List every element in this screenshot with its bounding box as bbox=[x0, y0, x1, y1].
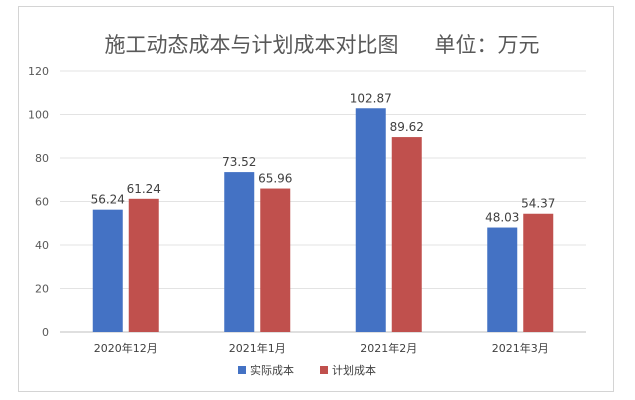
chart-title-text: 施工动态成本与计划成本对比图 bbox=[105, 33, 399, 57]
data-label: 48.03 bbox=[485, 211, 519, 225]
data-label: 54.37 bbox=[521, 197, 555, 211]
data-label: 102.87 bbox=[350, 91, 392, 105]
bar-actual bbox=[487, 227, 518, 332]
y-tick-label: 100 bbox=[28, 109, 49, 122]
chart-title: 施工动态成本与计划成本对比图 单位：万元 bbox=[105, 33, 540, 57]
data-label: 65.96 bbox=[258, 172, 292, 186]
legend-swatch bbox=[238, 366, 246, 374]
x-axis-categories: 2020年12月 2021年1月 2021年2月 2021年3月 bbox=[94, 341, 549, 355]
bars bbox=[92, 108, 554, 332]
y-tick-label: 80 bbox=[35, 152, 49, 165]
y-tick-label: 120 bbox=[28, 65, 49, 78]
data-label: 89.62 bbox=[390, 120, 424, 134]
bar-actual bbox=[92, 209, 123, 332]
unit-label: 单位：万元 bbox=[435, 33, 540, 57]
legend: 实际成本 计划成本 bbox=[238, 363, 376, 377]
y-axis-ticks: 0 20 40 60 80 100 120 bbox=[28, 65, 49, 339]
x-category-label: 2021年3月 bbox=[492, 341, 549, 355]
bar-actual bbox=[224, 172, 255, 332]
y-tick-label: 20 bbox=[35, 283, 49, 296]
y-tick-label: 0 bbox=[42, 326, 49, 339]
y-tick-label: 40 bbox=[35, 239, 49, 252]
bar-planned bbox=[260, 188, 291, 332]
x-category-label: 2021年1月 bbox=[229, 341, 286, 355]
bar-planned bbox=[523, 213, 554, 332]
bar-planned bbox=[391, 137, 422, 332]
legend-swatch bbox=[320, 366, 328, 374]
legend-label: 计划成本 bbox=[332, 363, 376, 377]
data-label: 56.24 bbox=[91, 193, 125, 207]
y-tick-label: 60 bbox=[35, 196, 49, 209]
data-label: 73.52 bbox=[222, 155, 256, 169]
data-label: 61.24 bbox=[127, 182, 161, 196]
x-category-label: 2020年12月 bbox=[94, 341, 158, 355]
legend-label: 实际成本 bbox=[250, 363, 294, 377]
bar-planned bbox=[128, 198, 159, 332]
bar-actual bbox=[355, 108, 386, 332]
x-category-label: 2021年2月 bbox=[360, 341, 417, 355]
